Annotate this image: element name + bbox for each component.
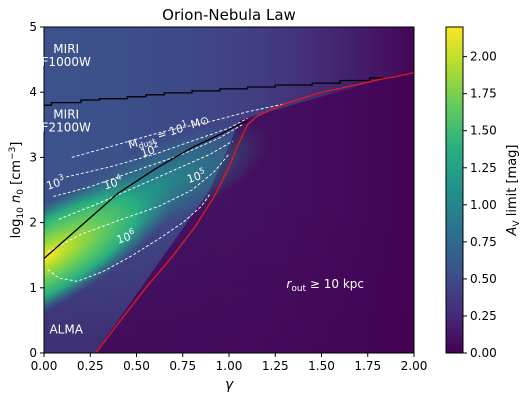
x-axis-label: γ xyxy=(225,377,234,393)
colorbar-tick-label: 1.75 xyxy=(470,87,497,101)
contour-line xyxy=(58,140,233,220)
contour-label: 103 xyxy=(44,172,67,192)
colorbar-gradient xyxy=(445,26,464,354)
chart-title: Orion-Nebula Law xyxy=(162,6,296,24)
contour-line xyxy=(66,117,248,178)
y-tick-label: 0 xyxy=(29,346,37,360)
series-line xyxy=(44,77,383,106)
annotation-text: rout ≥ 10 kpc xyxy=(286,277,364,294)
y-tick-label: 1 xyxy=(29,281,37,295)
colorbar-label: AV limit [mag] xyxy=(505,145,522,237)
colorbar-tick-label: 0.25 xyxy=(470,309,497,323)
heatmap-hot-band-1 xyxy=(44,27,414,353)
series-line xyxy=(44,120,248,259)
y-tick-label: 2 xyxy=(29,216,37,230)
x-tick-label: 0.75 xyxy=(169,359,196,373)
x-tick-label: 1.75 xyxy=(354,359,381,373)
colorbar-tick-label: 1.25 xyxy=(470,161,497,175)
limit-lines xyxy=(44,71,414,353)
x-axis-ticks: 0.00 0.25 0.50 0.75 1.00 1.25 1.50 1.75 2.00 xyxy=(31,353,428,373)
colorbar: 0.00 0.25 0.50 0.75 1.00 1.25 1.50 1.75 2.00 AV … xyxy=(445,26,522,360)
annotation-text: F2100W xyxy=(42,120,91,134)
annotation-text: ALMA xyxy=(49,322,83,336)
colorbar-tick-label: 2.00 xyxy=(470,50,497,64)
y-tick-label: 4 xyxy=(29,85,37,99)
y-tick-label: 5 xyxy=(29,20,37,34)
x-tick-label: 1.00 xyxy=(216,359,243,373)
x-tick-label: 0.25 xyxy=(77,359,104,373)
y-axis-ticks: 0 1 2 3 4 5 xyxy=(29,20,44,360)
contour-label: 105 xyxy=(185,166,208,186)
contour-label: 104 xyxy=(102,172,125,192)
colorbar-tick-label: 0.00 xyxy=(470,346,497,360)
annotation-text: MIRI xyxy=(53,42,79,56)
x-tick-label: 1.25 xyxy=(262,359,289,373)
y-tick-label: 3 xyxy=(29,150,37,164)
x-tick-label: 1.50 xyxy=(308,359,335,373)
contour-label: 102 xyxy=(139,140,162,160)
y-axis-label: log10 n0 [cm−3] xyxy=(8,142,26,239)
annotation-text: F1000W xyxy=(42,55,91,69)
colorbar-ticks: 0.00 0.25 0.50 0.75 1.00 1.25 1.50 1.75 2.00 xyxy=(463,50,497,360)
colorbar-tick-label: 1.00 xyxy=(470,198,497,212)
annotation-text: MIRI xyxy=(53,107,79,121)
x-tick-label: 2.00 xyxy=(401,359,428,373)
series-line xyxy=(95,71,414,353)
plot-area xyxy=(44,27,414,353)
contour-line xyxy=(47,193,211,282)
colorbar-tick-label: 1.50 xyxy=(470,124,497,138)
contour-line xyxy=(47,153,230,253)
contour-line xyxy=(71,103,285,158)
colorbar-tick-label: 0.75 xyxy=(470,235,497,249)
colorbar-tick-label: 0.50 xyxy=(470,272,497,286)
x-tick-label: 0.50 xyxy=(123,359,150,373)
x-tick-label: 0.00 xyxy=(31,359,58,373)
contour-label: 106 xyxy=(114,226,137,246)
contour-line xyxy=(53,124,243,197)
contour-lines xyxy=(47,103,285,282)
